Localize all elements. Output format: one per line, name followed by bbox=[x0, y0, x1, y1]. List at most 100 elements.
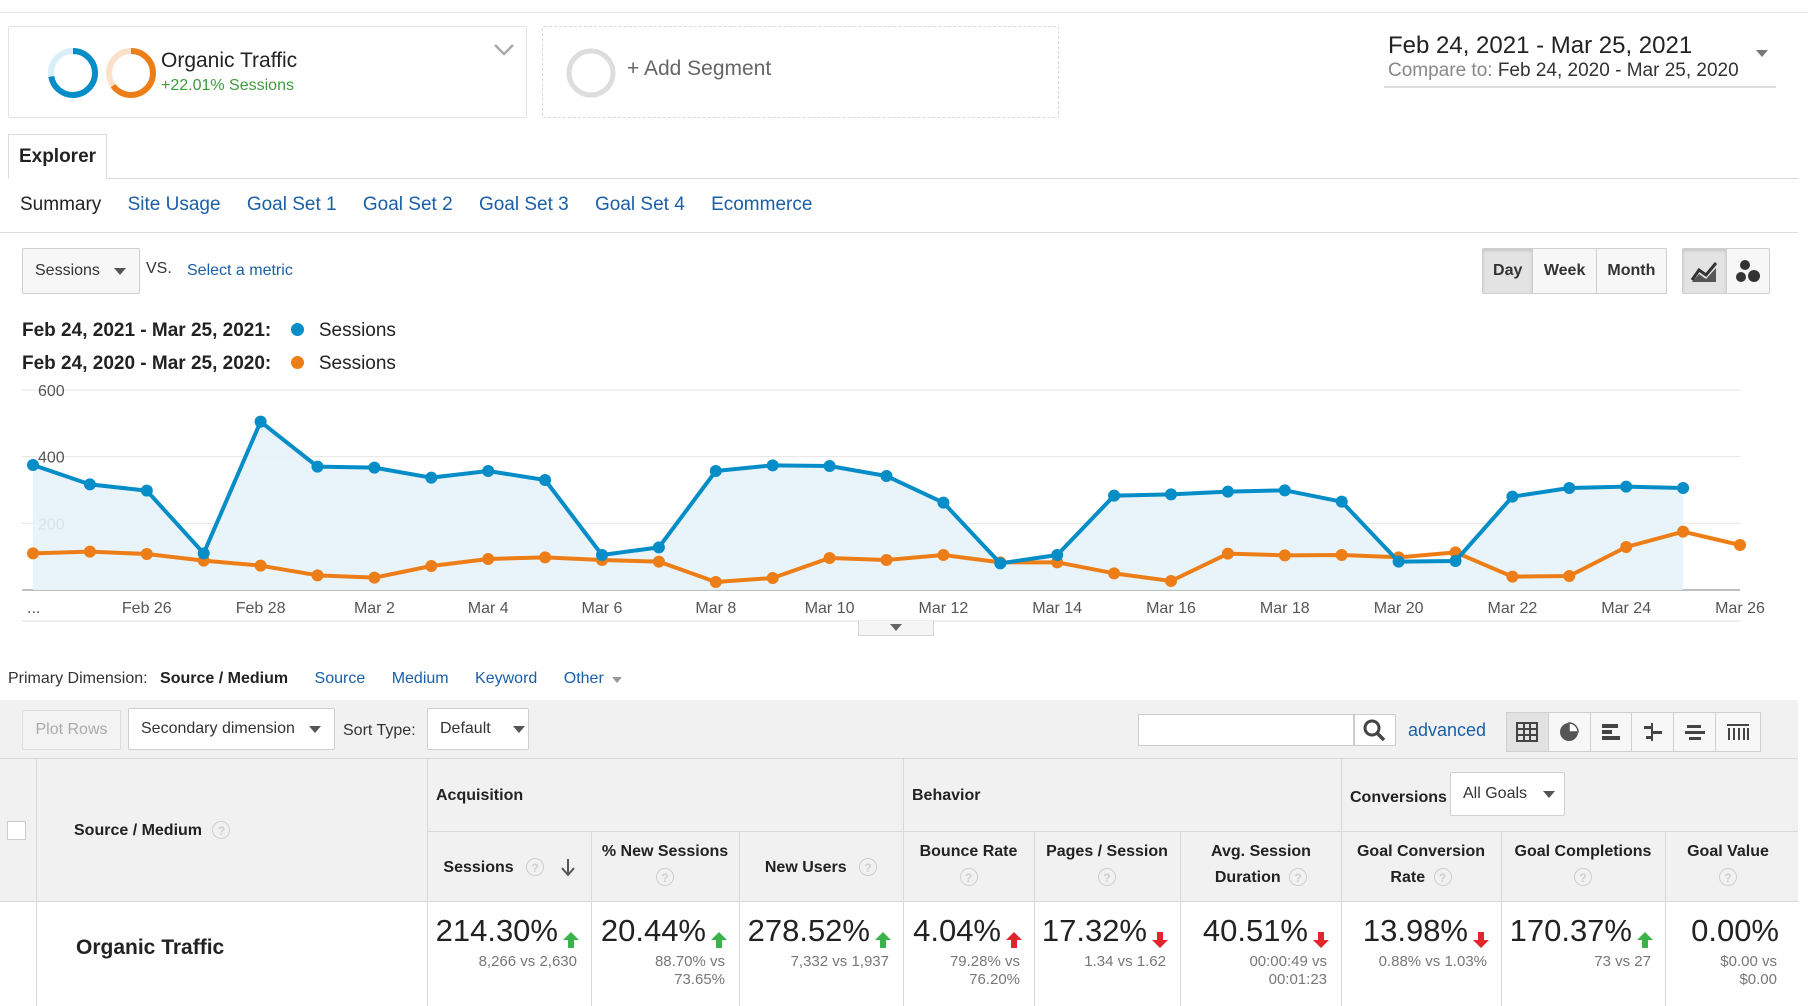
x-tick-label: Mar 8 bbox=[695, 600, 736, 617]
help-icon[interactable]: ? bbox=[212, 821, 231, 839]
chevron-down-icon bbox=[512, 725, 525, 733]
col-header-bounce-rate[interactable]: Bounce Rate ? bbox=[903, 839, 1034, 891]
help-icon[interactable]: ? bbox=[1719, 868, 1737, 886]
help-icon[interactable]: ? bbox=[859, 858, 878, 876]
col-header-goal-conversion-rate[interactable]: Goal Conversion Rate ? bbox=[1350, 839, 1492, 891]
help-icon[interactable]: ? bbox=[1098, 868, 1116, 886]
pivot-view-button[interactable] bbox=[1716, 713, 1760, 751]
month-button[interactable]: Month bbox=[1607, 262, 1656, 279]
subtab-ecommerce[interactable]: Ecommerce bbox=[711, 194, 813, 215]
chevron-down-icon bbox=[308, 725, 321, 733]
series-line bbox=[32, 419, 1684, 566]
metric-comparison: 73 vs 27 bbox=[1594, 953, 1651, 970]
x-tick-label: Mar 14 bbox=[1032, 600, 1082, 617]
col-header-goal-value[interactable]: Goal Value ? bbox=[1665, 839, 1791, 891]
data-point bbox=[652, 555, 665, 568]
pie-chart-icon bbox=[1560, 722, 1579, 741]
data-point bbox=[27, 459, 39, 471]
search-button[interactable] bbox=[1354, 714, 1396, 746]
plot-rows-button[interactable]: Plot Rows bbox=[22, 710, 121, 750]
data-point bbox=[311, 460, 324, 473]
vs-label: VS. bbox=[146, 260, 172, 277]
table-view-button[interactable] bbox=[1507, 713, 1549, 751]
date-range-picker[interactable]: Feb 24, 2021 - Mar 25, 2021 Compare to: … bbox=[1384, 30, 1776, 88]
col-header-new-users[interactable]: New Users ? bbox=[739, 855, 903, 881]
chart-expand-handle[interactable] bbox=[858, 621, 934, 636]
subtab-site-usage[interactable]: Site Usage bbox=[127, 194, 221, 215]
col-header-pages-session[interactable]: Pages / Session ? bbox=[1034, 839, 1180, 891]
data-point bbox=[1335, 495, 1348, 508]
day-button[interactable]: Day bbox=[1483, 249, 1534, 293]
metric-cell: 17.32% 1.34 vs 1.62 bbox=[1034, 901, 1180, 1006]
x-tick-label: Mar 26 bbox=[1715, 600, 1765, 617]
help-icon[interactable]: ? bbox=[1433, 868, 1452, 886]
metric-cell: 278.52% 7,332 vs 1,937 bbox=[739, 901, 903, 1006]
col-header-new-sessions[interactable]: % New Sessions ? bbox=[591, 839, 739, 891]
chevron-down-icon bbox=[890, 624, 902, 631]
sort-type-select[interactable]: Default bbox=[427, 708, 529, 750]
select-all-checkbox[interactable] bbox=[7, 821, 26, 840]
help-icon[interactable]: ? bbox=[656, 868, 674, 886]
col-header-label: Bounce Rate bbox=[919, 843, 1018, 860]
data-point bbox=[880, 554, 893, 566]
select-metric-link[interactable]: Select a metric bbox=[187, 262, 293, 279]
subtab-bar: Summary Site Usage Goal Set 1 Goal Set 2… bbox=[20, 194, 812, 216]
subtab-summary[interactable]: Summary bbox=[20, 194, 102, 215]
help-icon[interactable]: ? bbox=[1574, 868, 1592, 886]
data-point bbox=[425, 471, 438, 484]
x-tick-label: ... bbox=[27, 600, 40, 617]
metric-change-value: 17.32% bbox=[1041, 913, 1147, 948]
sort-type-value: Default bbox=[440, 720, 491, 737]
data-point bbox=[709, 465, 722, 477]
col-header-sessions[interactable]: Sessions ? bbox=[427, 855, 591, 881]
subtab-goal-set-1[interactable]: Goal Set 1 bbox=[246, 194, 337, 215]
week-button[interactable]: Week bbox=[1533, 249, 1597, 293]
arrow-up-icon bbox=[711, 921, 727, 948]
term-cloud-icon bbox=[1684, 725, 1705, 740]
segment-card-organic[interactable]: Organic Traffic +22.01% Sessions bbox=[8, 26, 527, 118]
term-cloud-button[interactable] bbox=[1674, 713, 1717, 751]
subtab-goal-set-4[interactable]: Goal Set 4 bbox=[595, 194, 685, 215]
help-icon[interactable]: ? bbox=[1289, 868, 1308, 886]
pie-view-button[interactable] bbox=[1549, 713, 1591, 751]
tab-explorer[interactable]: Explorer bbox=[8, 134, 107, 179]
data-point bbox=[596, 549, 608, 561]
dimension-other[interactable]: Other bbox=[563, 670, 604, 687]
secondary-dimension-select[interactable]: Secondary dimension bbox=[128, 708, 335, 750]
metric-select[interactable]: Sessions bbox=[22, 248, 140, 294]
subtab-goal-set-2[interactable]: Goal Set 2 bbox=[362, 194, 453, 215]
pivot-icon bbox=[1727, 724, 1750, 740]
help-icon[interactable]: ? bbox=[959, 868, 978, 886]
metric-comparison: 8,266 vs 2,630 bbox=[478, 953, 577, 970]
help-icon[interactable]: ? bbox=[526, 858, 545, 876]
arrow-down-icon bbox=[1313, 921, 1329, 948]
data-point bbox=[1108, 489, 1121, 502]
sort-type-label: Sort Type: bbox=[343, 722, 416, 739]
col-divider bbox=[1665, 831, 1666, 1006]
dimension-source-medium[interactable]: Source / Medium bbox=[160, 670, 289, 687]
arrow-up-icon bbox=[563, 921, 579, 948]
advanced-link[interactable]: advanced bbox=[1408, 720, 1487, 740]
sort-descending-icon[interactable] bbox=[560, 858, 575, 877]
table-search-input[interactable] bbox=[1138, 714, 1354, 746]
motion-chart-button[interactable] bbox=[1727, 249, 1769, 293]
subtab-goal-set-3[interactable]: Goal Set 3 bbox=[478, 194, 569, 215]
metric-change-value: 214.30% bbox=[435, 913, 558, 948]
comparison-view-button[interactable] bbox=[1632, 713, 1675, 751]
performance-view-button[interactable] bbox=[1591, 713, 1633, 751]
col-divider bbox=[427, 759, 428, 1006]
dimension-keyword[interactable]: Keyword bbox=[475, 670, 538, 687]
col-header-avg-session-duration[interactable]: Avg. Session Duration ? bbox=[1196, 839, 1326, 891]
goals-select[interactable]: All Goals bbox=[1450, 772, 1565, 816]
metric-change: 4.04% bbox=[913, 913, 1022, 949]
chevron-down-icon[interactable] bbox=[493, 43, 515, 57]
line-chart-icon bbox=[1691, 262, 1718, 282]
col-header-label: New Users bbox=[764, 859, 847, 876]
dimension-source[interactable]: Source bbox=[314, 670, 366, 687]
data-point bbox=[823, 460, 836, 472]
metric-change: 170.37% bbox=[1510, 913, 1653, 949]
line-chart-button[interactable] bbox=[1683, 249, 1727, 293]
col-header-goal-completions[interactable]: Goal Completions ? bbox=[1501, 839, 1665, 891]
dimension-medium[interactable]: Medium bbox=[391, 670, 449, 687]
add-segment-card[interactable]: + Add Segment bbox=[542, 26, 1059, 118]
